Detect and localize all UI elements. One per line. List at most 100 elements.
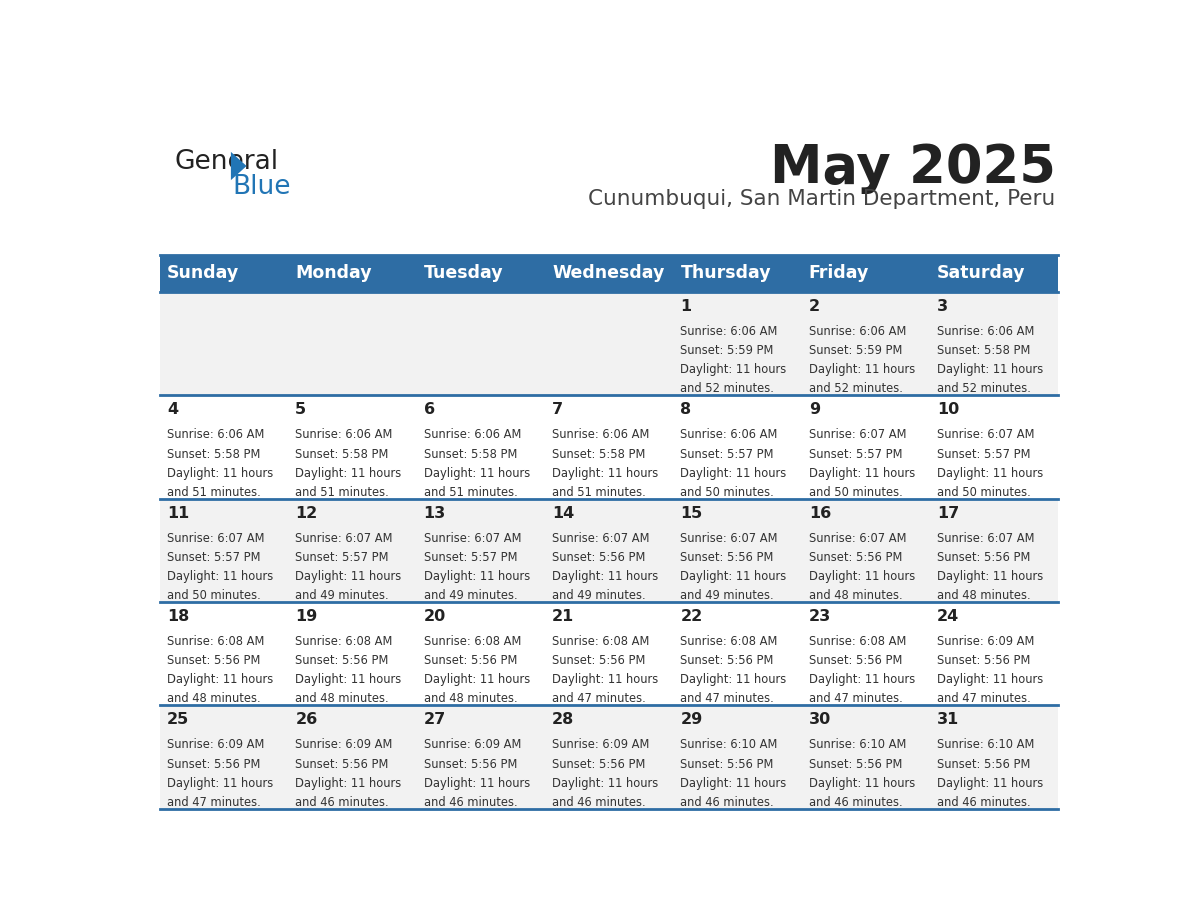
Text: Sunrise: 6:06 AM: Sunrise: 6:06 AM bbox=[681, 429, 778, 442]
Text: Sunrise: 6:07 AM: Sunrise: 6:07 AM bbox=[166, 532, 265, 544]
Text: Sunrise: 6:09 AM: Sunrise: 6:09 AM bbox=[552, 738, 650, 752]
Text: 15: 15 bbox=[681, 506, 702, 521]
Text: Sunrise: 6:07 AM: Sunrise: 6:07 AM bbox=[809, 429, 906, 442]
Text: Sunset: 5:57 PM: Sunset: 5:57 PM bbox=[809, 447, 902, 461]
Bar bbox=[159, 602, 1059, 705]
Text: Sunrise: 6:08 AM: Sunrise: 6:08 AM bbox=[809, 635, 906, 648]
Text: Daylight: 11 hours: Daylight: 11 hours bbox=[166, 466, 273, 479]
Text: 22: 22 bbox=[681, 609, 702, 624]
Text: and 47 minutes.: and 47 minutes. bbox=[552, 692, 646, 705]
Bar bbox=[159, 705, 1059, 809]
Text: 12: 12 bbox=[296, 506, 317, 521]
Text: Sunset: 5:56 PM: Sunset: 5:56 PM bbox=[681, 551, 773, 564]
Text: Daylight: 11 hours: Daylight: 11 hours bbox=[681, 570, 786, 583]
Text: Sunrise: 6:06 AM: Sunrise: 6:06 AM bbox=[809, 325, 906, 338]
Text: and 46 minutes.: and 46 minutes. bbox=[296, 796, 388, 809]
Text: Sunset: 5:56 PM: Sunset: 5:56 PM bbox=[166, 757, 260, 770]
Text: Sunrise: 6:07 AM: Sunrise: 6:07 AM bbox=[296, 532, 393, 544]
Text: 7: 7 bbox=[552, 402, 563, 418]
Bar bbox=[159, 395, 1059, 498]
Text: 26: 26 bbox=[296, 712, 317, 727]
Text: Sunset: 5:59 PM: Sunset: 5:59 PM bbox=[681, 344, 773, 357]
Text: Sunset: 5:57 PM: Sunset: 5:57 PM bbox=[424, 551, 517, 564]
Bar bbox=[674, 255, 802, 292]
Text: Daylight: 11 hours: Daylight: 11 hours bbox=[809, 364, 915, 376]
Text: and 48 minutes.: and 48 minutes. bbox=[809, 589, 903, 602]
Text: and 46 minutes.: and 46 minutes. bbox=[424, 796, 517, 809]
Text: 1: 1 bbox=[681, 299, 691, 314]
Text: Sunrise: 6:09 AM: Sunrise: 6:09 AM bbox=[296, 738, 393, 752]
Text: Sunset: 5:56 PM: Sunset: 5:56 PM bbox=[681, 757, 773, 770]
Text: and 47 minutes.: and 47 minutes. bbox=[681, 692, 775, 705]
Text: Sunset: 5:56 PM: Sunset: 5:56 PM bbox=[937, 655, 1030, 667]
Text: 30: 30 bbox=[809, 712, 832, 727]
Text: 2: 2 bbox=[809, 299, 820, 314]
Text: Sunrise: 6:07 AM: Sunrise: 6:07 AM bbox=[424, 532, 522, 544]
Text: Daylight: 11 hours: Daylight: 11 hours bbox=[681, 364, 786, 376]
Text: Daylight: 11 hours: Daylight: 11 hours bbox=[681, 466, 786, 479]
Text: Sunset: 5:58 PM: Sunset: 5:58 PM bbox=[937, 344, 1030, 357]
Text: and 52 minutes.: and 52 minutes. bbox=[937, 383, 1031, 396]
Text: Sunset: 5:58 PM: Sunset: 5:58 PM bbox=[424, 447, 517, 461]
Text: Sunset: 5:56 PM: Sunset: 5:56 PM bbox=[809, 655, 902, 667]
Text: and 47 minutes.: and 47 minutes. bbox=[166, 796, 260, 809]
Bar bbox=[159, 255, 287, 292]
Text: Daylight: 11 hours: Daylight: 11 hours bbox=[296, 570, 402, 583]
Text: Daylight: 11 hours: Daylight: 11 hours bbox=[296, 777, 402, 789]
Text: Blue: Blue bbox=[233, 174, 291, 200]
Text: Sunrise: 6:09 AM: Sunrise: 6:09 AM bbox=[166, 738, 264, 752]
Bar bbox=[287, 255, 416, 292]
Text: Sunset: 5:57 PM: Sunset: 5:57 PM bbox=[296, 551, 388, 564]
Text: Daylight: 11 hours: Daylight: 11 hours bbox=[552, 570, 658, 583]
Text: Daylight: 11 hours: Daylight: 11 hours bbox=[937, 364, 1043, 376]
Text: Sunset: 5:57 PM: Sunset: 5:57 PM bbox=[937, 447, 1031, 461]
Text: Sunset: 5:58 PM: Sunset: 5:58 PM bbox=[552, 447, 645, 461]
Text: Sunrise: 6:08 AM: Sunrise: 6:08 AM bbox=[424, 635, 522, 648]
Text: Sunset: 5:57 PM: Sunset: 5:57 PM bbox=[166, 551, 260, 564]
Text: Sunrise: 6:07 AM: Sunrise: 6:07 AM bbox=[937, 429, 1035, 442]
Text: and 51 minutes.: and 51 minutes. bbox=[552, 486, 646, 498]
Text: and 51 minutes.: and 51 minutes. bbox=[166, 486, 260, 498]
Text: 14: 14 bbox=[552, 506, 574, 521]
Text: and 49 minutes.: and 49 minutes. bbox=[552, 589, 645, 602]
Text: Daylight: 11 hours: Daylight: 11 hours bbox=[166, 777, 273, 789]
Bar bbox=[544, 255, 674, 292]
Text: Sunset: 5:56 PM: Sunset: 5:56 PM bbox=[937, 551, 1030, 564]
Text: Sunset: 5:56 PM: Sunset: 5:56 PM bbox=[552, 757, 645, 770]
Text: Sunset: 5:56 PM: Sunset: 5:56 PM bbox=[166, 655, 260, 667]
Text: Sunset: 5:56 PM: Sunset: 5:56 PM bbox=[424, 757, 517, 770]
Text: and 52 minutes.: and 52 minutes. bbox=[681, 383, 775, 396]
Text: Thursday: Thursday bbox=[681, 264, 771, 283]
Text: Sunrise: 6:06 AM: Sunrise: 6:06 AM bbox=[552, 429, 650, 442]
Text: Sunrise: 6:07 AM: Sunrise: 6:07 AM bbox=[937, 532, 1035, 544]
Text: Sunrise: 6:08 AM: Sunrise: 6:08 AM bbox=[166, 635, 264, 648]
Text: and 48 minutes.: and 48 minutes. bbox=[296, 692, 388, 705]
Text: Sunset: 5:56 PM: Sunset: 5:56 PM bbox=[424, 655, 517, 667]
Text: 11: 11 bbox=[166, 506, 189, 521]
Text: May 2025: May 2025 bbox=[770, 142, 1055, 194]
Text: and 49 minutes.: and 49 minutes. bbox=[424, 589, 517, 602]
Text: Sunset: 5:56 PM: Sunset: 5:56 PM bbox=[552, 655, 645, 667]
Text: Sunset: 5:56 PM: Sunset: 5:56 PM bbox=[296, 757, 388, 770]
Text: Sunset: 5:57 PM: Sunset: 5:57 PM bbox=[681, 447, 773, 461]
Text: 18: 18 bbox=[166, 609, 189, 624]
Text: Daylight: 11 hours: Daylight: 11 hours bbox=[681, 673, 786, 687]
Text: Daylight: 11 hours: Daylight: 11 hours bbox=[552, 466, 658, 479]
Text: Sunrise: 6:10 AM: Sunrise: 6:10 AM bbox=[809, 738, 906, 752]
Text: 6: 6 bbox=[424, 402, 435, 418]
Text: Tuesday: Tuesday bbox=[424, 264, 504, 283]
Text: Sunrise: 6:08 AM: Sunrise: 6:08 AM bbox=[552, 635, 650, 648]
Text: Daylight: 11 hours: Daylight: 11 hours bbox=[809, 570, 915, 583]
Text: 29: 29 bbox=[681, 712, 702, 727]
Text: Daylight: 11 hours: Daylight: 11 hours bbox=[296, 673, 402, 687]
Text: Sunset: 5:56 PM: Sunset: 5:56 PM bbox=[296, 655, 388, 667]
Bar bbox=[930, 255, 1059, 292]
Text: Sunset: 5:58 PM: Sunset: 5:58 PM bbox=[166, 447, 260, 461]
Text: and 46 minutes.: and 46 minutes. bbox=[937, 796, 1031, 809]
Text: 4: 4 bbox=[166, 402, 178, 418]
Text: Cunumbuqui, San Martin Department, Peru: Cunumbuqui, San Martin Department, Peru bbox=[588, 189, 1055, 209]
Text: Sunset: 5:56 PM: Sunset: 5:56 PM bbox=[937, 757, 1030, 770]
Text: Sunset: 5:56 PM: Sunset: 5:56 PM bbox=[809, 551, 902, 564]
Text: Daylight: 11 hours: Daylight: 11 hours bbox=[937, 777, 1043, 789]
Text: 3: 3 bbox=[937, 299, 948, 314]
